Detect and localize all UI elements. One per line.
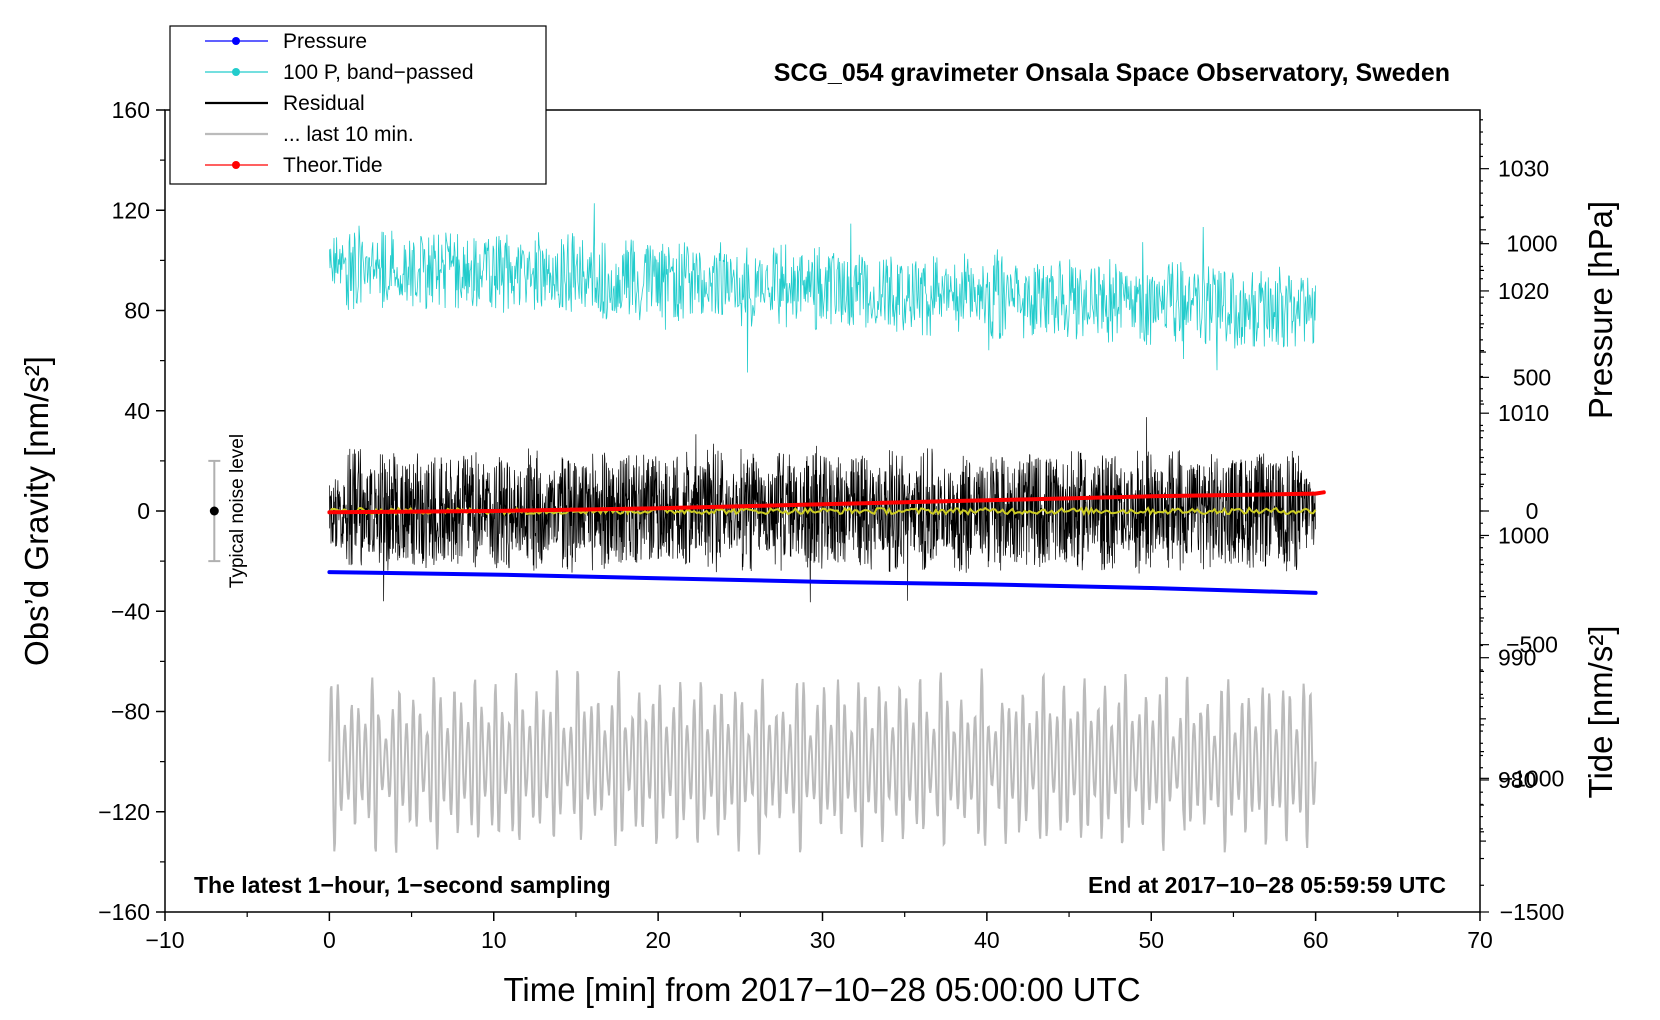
tide-tick-label: −1000 — [1500, 765, 1565, 791]
end-time-note: End at 2017−10−28 05:59:59 UTC — [1088, 872, 1446, 898]
pressure-tick-label: 980 — [1498, 767, 1536, 793]
legend-label: Theor.Tide — [283, 154, 383, 177]
residual-line — [329, 417, 1316, 603]
pressure-axis-ticks: 980 990 1000 1010 1020 1030 — [1480, 119, 1549, 842]
x-tick-label: 20 — [645, 927, 671, 953]
pressure-tick-label: 1000 — [1498, 522, 1549, 548]
x-tick-label: 10 — [481, 927, 507, 953]
x-tick-label: 40 — [974, 927, 1000, 953]
data-traces — [327, 203, 1326, 855]
y-tick-label: 0 — [137, 498, 150, 524]
x-tick-label: 60 — [1303, 927, 1329, 953]
theoretical-tide-line — [327, 490, 1326, 515]
x-tick-label: −10 — [145, 927, 184, 953]
noise-center-dot — [209, 506, 219, 516]
tide-axis-ticks: −1500 −1000 −500 0 500 1000 — [1480, 216, 1565, 925]
legend-marker — [232, 161, 240, 169]
legend-label: Residual — [283, 92, 365, 115]
legend-label: 100 P, band−passed — [283, 61, 474, 84]
y-tick-label: −80 — [111, 699, 150, 725]
pressure-tick-label: 990 — [1498, 645, 1536, 671]
legend-label: ... last 10 min. — [283, 123, 414, 146]
tide-tick-label: 0 — [1526, 498, 1539, 524]
x-tick-label: 50 — [1138, 927, 1164, 953]
tide-axis-label: Tide [nm/s²] — [1582, 626, 1619, 799]
y-tick-label: 160 — [112, 97, 150, 123]
y-tick-label: 40 — [124, 398, 150, 424]
y-tick-label: −120 — [98, 799, 150, 825]
bandpassed-pressure-line — [329, 203, 1316, 373]
legend: Pressure 100 P, band−passed Residual ... la… — [169, 25, 547, 185]
legend-label: Pressure — [283, 30, 367, 53]
y-tick-label: 120 — [112, 197, 150, 223]
x-tick-label: 0 — [323, 927, 336, 953]
legend-marker — [232, 68, 240, 76]
y-tick-label: −160 — [98, 899, 150, 925]
y-axis-ticks: −160 −120 −80 −40 0 40 80 120 160 — [98, 97, 165, 925]
legend-box — [169, 25, 547, 185]
y-tick-label: 80 — [124, 298, 150, 324]
pressure-axis-label: Pressure [hPa] — [1582, 201, 1619, 419]
chart-title: SCG_054 gravimeter Onsala Space Observat… — [774, 59, 1450, 87]
y-tick-label: −40 — [111, 598, 150, 624]
sampling-note: The latest 1−hour, 1−second sampling — [194, 872, 611, 898]
y-axis-label: Obs’d Gravity [nm/s²] — [18, 356, 55, 666]
x-axis-ticks: −10 0 10 20 30 40 50 60 70 — [145, 912, 1493, 953]
noise-level-label: Typical noise level — [227, 434, 248, 588]
pressure-tick-label: 1010 — [1498, 400, 1549, 426]
pressure-tick-label: 1020 — [1498, 278, 1549, 304]
tide-tick-label: 1000 — [1506, 231, 1557, 257]
pressure-line — [327, 570, 1318, 595]
legend-marker — [232, 37, 240, 45]
tide-tick-label: 500 — [1513, 364, 1551, 390]
pressure-tick-label: 1030 — [1498, 156, 1549, 182]
noise-level-indicator — [208, 459, 221, 563]
x-axis-label: Time [min] from 2017−10−28 05:00:00 UTC — [503, 971, 1140, 1008]
x-tick-label: 30 — [810, 927, 836, 953]
last-10-min-line — [328, 668, 1317, 855]
tide-tick-label: −500 — [1506, 632, 1558, 658]
x-tick-label: 70 — [1467, 927, 1493, 953]
tide-tick-label: −1500 — [1500, 899, 1565, 925]
